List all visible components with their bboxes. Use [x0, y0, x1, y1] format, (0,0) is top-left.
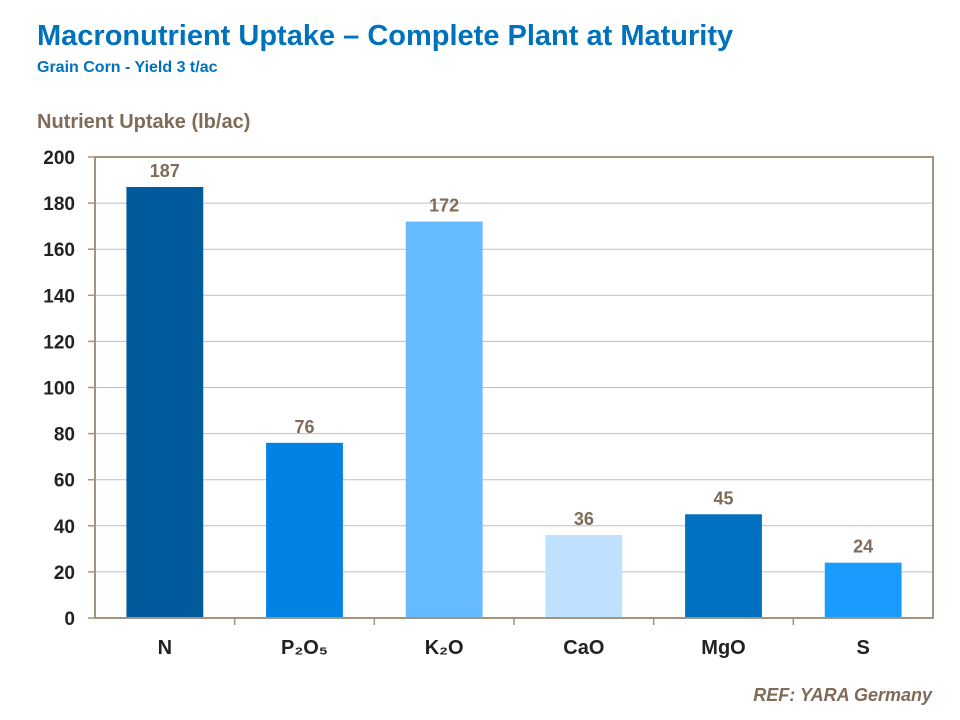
bar-2 [406, 222, 483, 618]
data-label: 76 [294, 417, 314, 437]
bar-4 [685, 514, 762, 618]
data-label: 172 [429, 196, 459, 216]
x-category-label: K₂O [425, 637, 464, 659]
bar-1 [266, 443, 343, 618]
y-tick-label: 200 [43, 148, 75, 169]
bars [126, 187, 901, 618]
y-tick-label: 160 [43, 240, 75, 261]
data-label: 45 [713, 488, 733, 508]
y-tick-label: 20 [54, 563, 75, 584]
axes [88, 157, 933, 625]
y-tick-label: 0 [64, 609, 75, 630]
y-tick-label: 120 [43, 332, 75, 353]
data-label: 36 [574, 509, 594, 529]
x-category-label: N [158, 637, 172, 659]
y-tick-label: 180 [43, 194, 75, 215]
reference-note: REF: YARA Germany [753, 685, 932, 706]
y-tick-label: 140 [43, 286, 75, 307]
x-category-label: MgO [701, 637, 745, 659]
gridlines [95, 203, 933, 572]
y-tick-label: 40 [54, 517, 75, 538]
bar-3 [545, 535, 622, 618]
x-category-label: S [856, 637, 869, 659]
y-tick-label: 60 [54, 471, 75, 492]
bar-0 [126, 187, 203, 618]
y-tick-label: 100 [43, 379, 75, 400]
data-label: 187 [150, 161, 180, 181]
bar-5 [825, 563, 902, 618]
bar-chart: 0 20 40 60 80 100 120 140 160 180 200 187 N 76 P₂O₅ 172… [0, 0, 960, 720]
x-category-label: CaO [563, 637, 604, 659]
y-tick-label: 80 [54, 425, 75, 446]
data-label: 24 [853, 537, 873, 557]
x-category-label: P₂O₅ [281, 637, 328, 659]
